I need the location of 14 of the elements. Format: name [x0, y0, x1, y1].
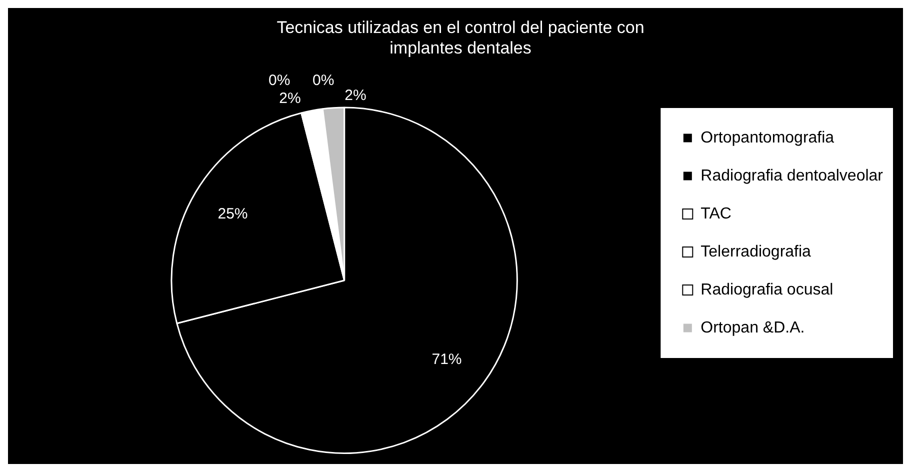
legend-label: Ortopantomografia	[700, 129, 834, 146]
data-label: 2%	[279, 90, 301, 107]
legend-label: Telerradiografia	[700, 243, 812, 260]
text: 0%	[268, 72, 290, 90]
text: implantes dentales	[390, 38, 532, 58]
legend-label: Radiografia ocusal	[700, 281, 834, 298]
data-label: 25%	[218, 206, 248, 223]
legend-label: Radiografia dentoalveolar	[700, 167, 884, 184]
legend-label: TAC	[700, 205, 732, 222]
text: 0%	[312, 72, 334, 90]
data-label: 71%	[432, 350, 462, 368]
text: Tecnicas utilizadas en el control del paciente con	[276, 18, 644, 37]
legend-label: Ortopan &D.A.	[700, 319, 805, 336]
data-label: 2%	[344, 87, 366, 104]
